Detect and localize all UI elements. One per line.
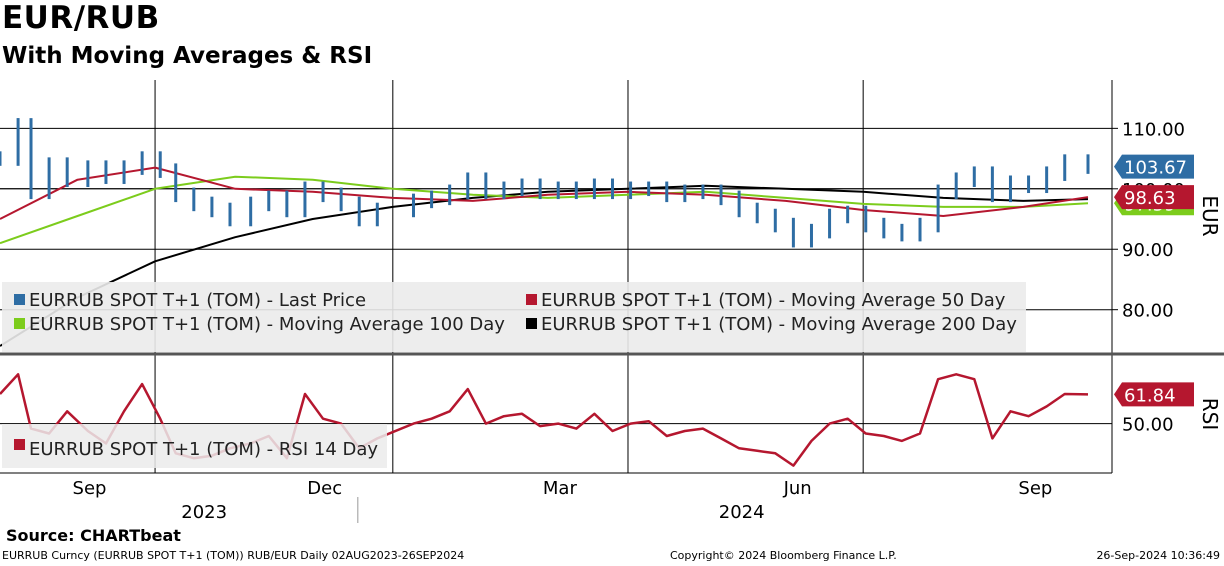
x-month-label-1: Dec: [307, 478, 342, 499]
x-month-label-2: Mar: [543, 478, 578, 499]
ma50-line: [0, 166, 1089, 220]
main-value-flag-shape-1: [1114, 185, 1194, 210]
y-tick-label-2: 90.00: [1122, 240, 1174, 261]
security-description: EURRUB Curncy (EURRUB SPOT T+1 (TOM)) RU…: [2, 549, 465, 562]
chart-subtitle: With Moving Averages & RSI: [2, 43, 373, 69]
y-tick-label-0: 110.00: [1122, 119, 1185, 140]
y-axis-title: EUR: [1198, 195, 1222, 236]
legend-swatch-ma50: [526, 294, 537, 305]
timestamp: 26-Sep-2024 10:36:49: [1096, 549, 1220, 562]
legend-label-last_price: EURRUB SPOT T+1 (TOM) - Last Price: [29, 290, 366, 311]
main-value-flag-label-1: 98.63: [1124, 188, 1176, 209]
chart-title: EUR/RUB: [2, 0, 160, 36]
legend-swatch-ma100: [14, 318, 25, 329]
legend-label-ma200: EURRUB SPOT T+1 (TOM) - Moving Average 2…: [541, 314, 1017, 335]
rsi-tick-label-0: 50.00: [1122, 415, 1174, 436]
y-tick-label-3: 80.00: [1122, 301, 1174, 322]
copyright-note: Copyright© 2024 Bloomberg Finance L.P.: [670, 549, 897, 562]
rsi-value-flag-0: 61.84: [1114, 382, 1194, 407]
main-value-flag-label-0: 103.67: [1124, 158, 1187, 179]
legend-swatch-rsi: [14, 439, 25, 450]
legend-box: [2, 282, 1026, 352]
x-year-label-1: 2024: [719, 502, 765, 523]
rsi-legend-box: [2, 424, 387, 468]
rsi-value-flag-shape-0: [1114, 382, 1194, 407]
legend-label-ma100: EURRUB SPOT T+1 (TOM) - Moving Average 1…: [29, 314, 505, 335]
x-year-label-0: 2023: [181, 502, 227, 523]
legend-label-ma50: EURRUB SPOT T+1 (TOM) - Moving Average 5…: [541, 290, 1006, 311]
rsi-value-flag-label-0: 61.84: [1124, 385, 1176, 406]
main-value-flag-0: 103.67: [1114, 154, 1194, 179]
legend-swatch-last_price: [14, 294, 25, 305]
x-month-label-3: Jun: [783, 478, 812, 499]
x-month-label-4: Sep: [1018, 478, 1052, 499]
source-note: Source: CHARTbeat: [6, 526, 181, 545]
ma200-line: [0, 184, 1089, 347]
legend-label-rsi: EURRUB SPOT T+1 (TOM) - RSI 14 Day: [29, 439, 378, 460]
x-month-label-0: Sep: [73, 478, 107, 499]
ma100-line: [0, 175, 1089, 245]
rsi-axis-title: RSI: [1198, 398, 1222, 431]
main-value-flag-shape-0: [1114, 154, 1194, 179]
main-value-flag-1: 98.63: [1114, 185, 1194, 210]
legend-swatch-ma200: [526, 318, 537, 329]
